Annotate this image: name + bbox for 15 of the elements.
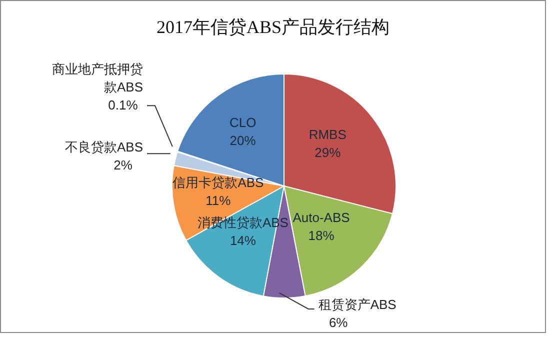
data-label: 2% (114, 158, 133, 173)
data-label: 20% (230, 133, 256, 148)
data-label: 6% (328, 315, 348, 330)
slice-label: RMBS (308, 127, 347, 142)
data-label: 0.1% (108, 98, 138, 113)
chart-title: 2017年信贷ABS产品发行结构 (155, 16, 390, 39)
data-label: 29% (314, 145, 342, 160)
data-label: 11% (206, 192, 232, 208)
slice-label: 不良贷款ABS (64, 140, 144, 155)
slice-label: CLO (229, 115, 256, 130)
slice-label: Auto-ABS (292, 210, 350, 225)
slice-label: 商业地产抵押贷款ABS (52, 62, 144, 95)
data-label: 18% (308, 228, 335, 243)
data-label: 14% (230, 232, 256, 248)
slice-label: 租赁资产ABS (318, 297, 397, 312)
